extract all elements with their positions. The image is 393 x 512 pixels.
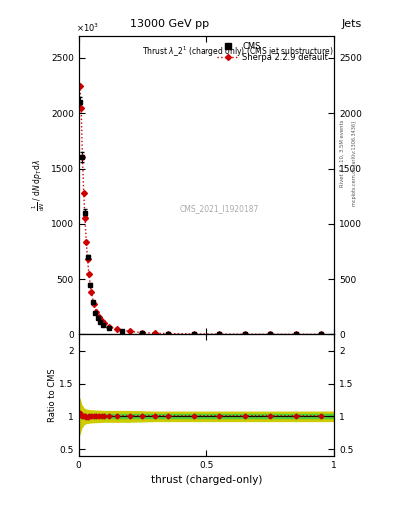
Text: $\times10^3$: $\times10^3$	[76, 22, 99, 34]
Text: Thrust $\lambda\_2^1$ (charged only) (CMS jet substructure): Thrust $\lambda\_2^1$ (charged only) (CM…	[142, 45, 334, 59]
Text: 13000 GeV pp: 13000 GeV pp	[130, 19, 209, 29]
Text: mcplots.cern.ch [arXiv:1306.3436]: mcplots.cern.ch [arXiv:1306.3436]	[352, 121, 357, 206]
X-axis label: thrust (charged-only): thrust (charged-only)	[151, 475, 262, 485]
Text: Jets: Jets	[341, 19, 362, 29]
Text: CMS_2021_I1920187: CMS_2021_I1920187	[180, 204, 259, 214]
Legend: CMS, Sherpa 2.2.9 default: CMS, Sherpa 2.2.9 default	[214, 38, 332, 66]
Y-axis label: Ratio to CMS: Ratio to CMS	[48, 368, 57, 422]
Text: Rivet 3.1.10, 3.5M events: Rivet 3.1.10, 3.5M events	[340, 120, 345, 187]
Y-axis label: $\frac{1}{\mathrm{d}N}$ / $\mathrm{d}N\,\mathrm{d}p_T\,\mathrm{d}\lambda$: $\frac{1}{\mathrm{d}N}$ / $\mathrm{d}N\,…	[30, 159, 47, 211]
